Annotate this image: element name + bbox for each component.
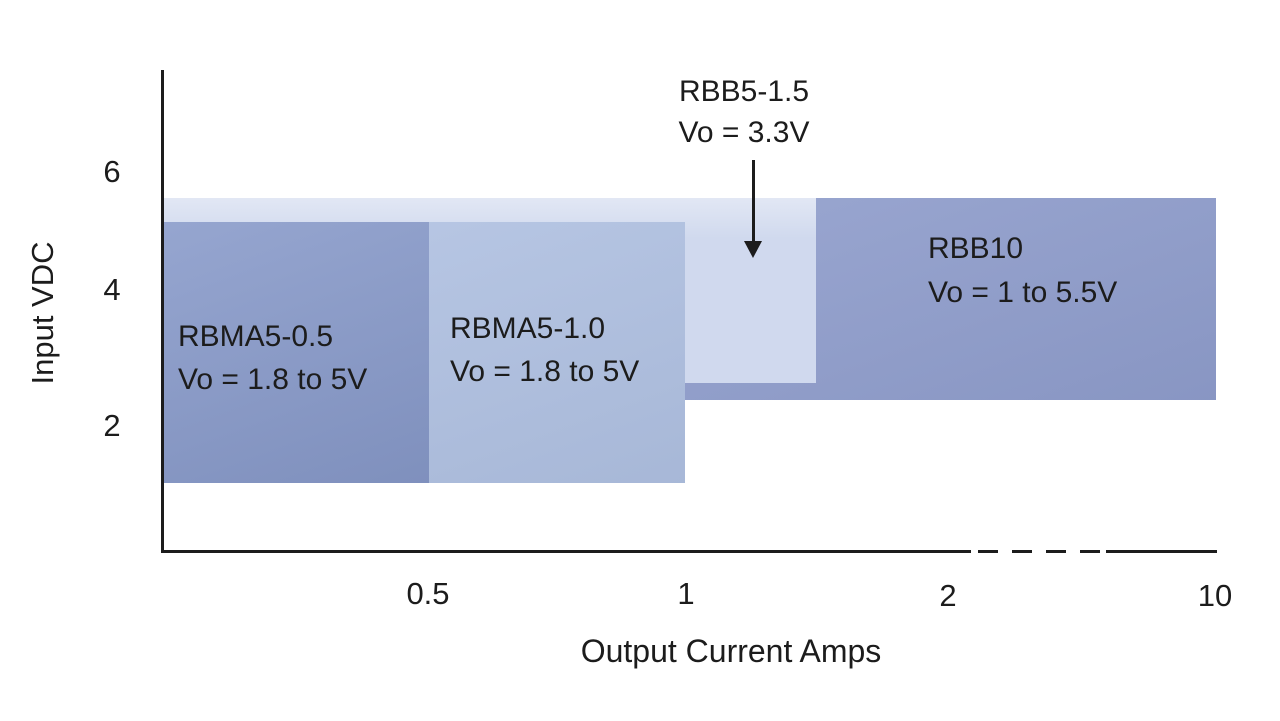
- x-axis-title: Output Current Amps: [580, 633, 882, 669]
- annotation-arrow-shaft: [752, 160, 755, 242]
- y-axis-title: Input VDC: [25, 241, 60, 385]
- region-name: RBMA5-0.5: [178, 320, 334, 353]
- x-tick-0.5: 0.5: [406, 576, 450, 611]
- x-tick-1: 1: [677, 576, 695, 611]
- region-label-rbma5-1.0: RBMA5-1.0 Vo = 1.8 to 5V: [450, 307, 639, 393]
- x-axis-line-right: [1106, 550, 1217, 553]
- x-tick-2: 2: [939, 578, 957, 613]
- region-name: RBMA5-1.0: [450, 312, 606, 345]
- region-voltage: Vo = 1.8 to 5V: [178, 363, 368, 396]
- annotation-line1: RBB5-1.5: [678, 75, 810, 108]
- annotation-rbb5-1.5: RBB5-1.5 Vo = 3.3V: [619, 71, 869, 153]
- y-tick-6: 6: [103, 154, 121, 189]
- x-tick-10: 10: [1197, 578, 1233, 613]
- annotation-line2: Vo = 3.3V: [678, 116, 810, 149]
- y-tick-4: 4: [103, 272, 121, 307]
- x-axis-break-dashes: [978, 550, 1108, 553]
- x-axis-line: [161, 550, 971, 553]
- region-label-rbma5-0.5: RBMA5-0.5 Vo = 1.8 to 5V: [178, 315, 367, 401]
- region-rbma5-0.5: [163, 222, 429, 483]
- region-voltage: Vo = 1 to 5.5V: [928, 276, 1118, 309]
- region-rbma5-1.0: [429, 222, 685, 483]
- y-tick-2: 2: [103, 408, 121, 443]
- region-label-rbb10: RBB10 Vo = 1 to 5.5V: [928, 227, 1117, 315]
- region-voltage: Vo = 1.8 to 5V: [450, 355, 640, 388]
- region-name: RBB10: [928, 232, 1024, 265]
- annotation-arrow-head-icon: [744, 241, 762, 258]
- y-axis-line: [161, 70, 164, 553]
